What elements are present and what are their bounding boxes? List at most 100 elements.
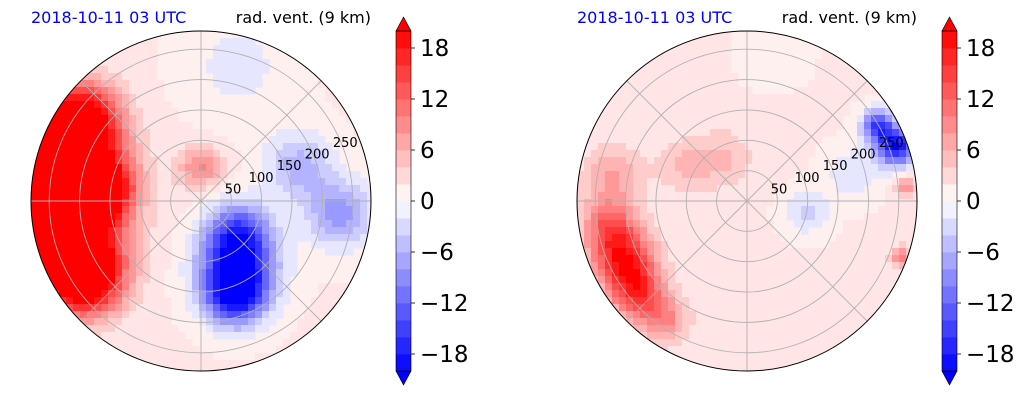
field-cell [710,318,718,326]
field-cell [731,87,739,95]
field-cell [234,80,242,88]
field-cell [136,248,144,256]
field-cell [80,234,88,242]
field-cell [885,255,893,263]
field-cell [129,304,137,312]
field-cell [108,101,116,109]
field-cell [647,94,655,102]
field-cell [591,255,599,263]
field-cell [696,311,704,319]
field-cell [276,199,284,207]
field-cell [262,290,270,298]
field-cell [332,290,340,298]
field-cell [675,248,683,256]
field-cell [773,332,781,340]
field-cell [199,157,207,165]
polar-frame [576,30,918,372]
field-cell [150,325,158,333]
field-cell [199,164,207,172]
field-cell [325,206,333,214]
field-cell [787,360,795,368]
field-cell [724,136,732,144]
field-cell [164,178,172,186]
field-cell [675,59,683,67]
field-cell [654,262,662,270]
field-cell [94,108,102,116]
field-cell [738,220,746,228]
field-cell [192,360,200,368]
field-cell [157,269,165,277]
field-cell [871,143,879,151]
field-cell [759,332,767,340]
field-cell [241,38,249,46]
field-cell [808,290,816,298]
field-cell [318,143,326,151]
field-cell [689,290,697,298]
field-cell [360,185,368,193]
field-cell [745,101,753,109]
field-cell [731,136,739,144]
field-cell [325,192,333,200]
field-cell [815,108,823,116]
field-cell [311,178,319,186]
field-cell [73,192,81,200]
field-cell [598,136,606,144]
field-cell [115,45,123,53]
field-cell [696,87,704,95]
field-cell [213,367,221,371]
field-cell [647,87,655,95]
field-cell [899,276,907,284]
field-cell [129,227,137,235]
field-cell [850,234,858,242]
field-cell [843,248,851,256]
field-cell [143,178,151,186]
field-cell [234,227,242,235]
field-cell [227,150,235,158]
field-cell [185,283,193,291]
field-cell [136,45,144,53]
field-cell [150,346,158,354]
field-cell [703,178,711,186]
field-cell [619,227,627,235]
field-cell [773,276,781,284]
field-cell [150,304,158,312]
field-cell [759,108,767,116]
field-cell [213,45,221,53]
field-cell [815,66,823,74]
field-cell [808,87,816,95]
field-cell [885,164,893,172]
field-cell [241,297,249,305]
field-cell [794,283,802,291]
colorbar-bin [942,235,957,253]
field-cell [906,227,914,235]
field-cell [864,269,872,277]
field-cell [171,108,179,116]
field-cell [794,262,802,270]
field-cell [801,332,809,340]
field-cell [101,234,109,242]
field-cell [640,283,648,291]
field-cell [731,220,739,228]
field-cell [619,80,627,88]
field-cell [647,290,655,298]
field-cell [255,59,263,67]
field-cell [143,192,151,200]
field-cell [234,269,242,277]
field-cell [857,220,865,228]
field-cell [164,192,172,200]
field-cell [199,276,207,284]
field-cell [192,255,200,263]
field-cell [766,136,774,144]
field-cell [787,290,795,298]
field-cell [801,108,809,116]
field-cell [164,262,172,270]
field-cell [759,248,767,256]
field-cell [675,255,683,263]
field-cell [178,143,186,151]
field-cell [115,206,123,214]
field-cell [640,234,648,242]
field-cell [640,157,648,165]
field-cell [619,178,627,186]
field-cell [101,220,109,228]
field-cell [227,332,235,340]
